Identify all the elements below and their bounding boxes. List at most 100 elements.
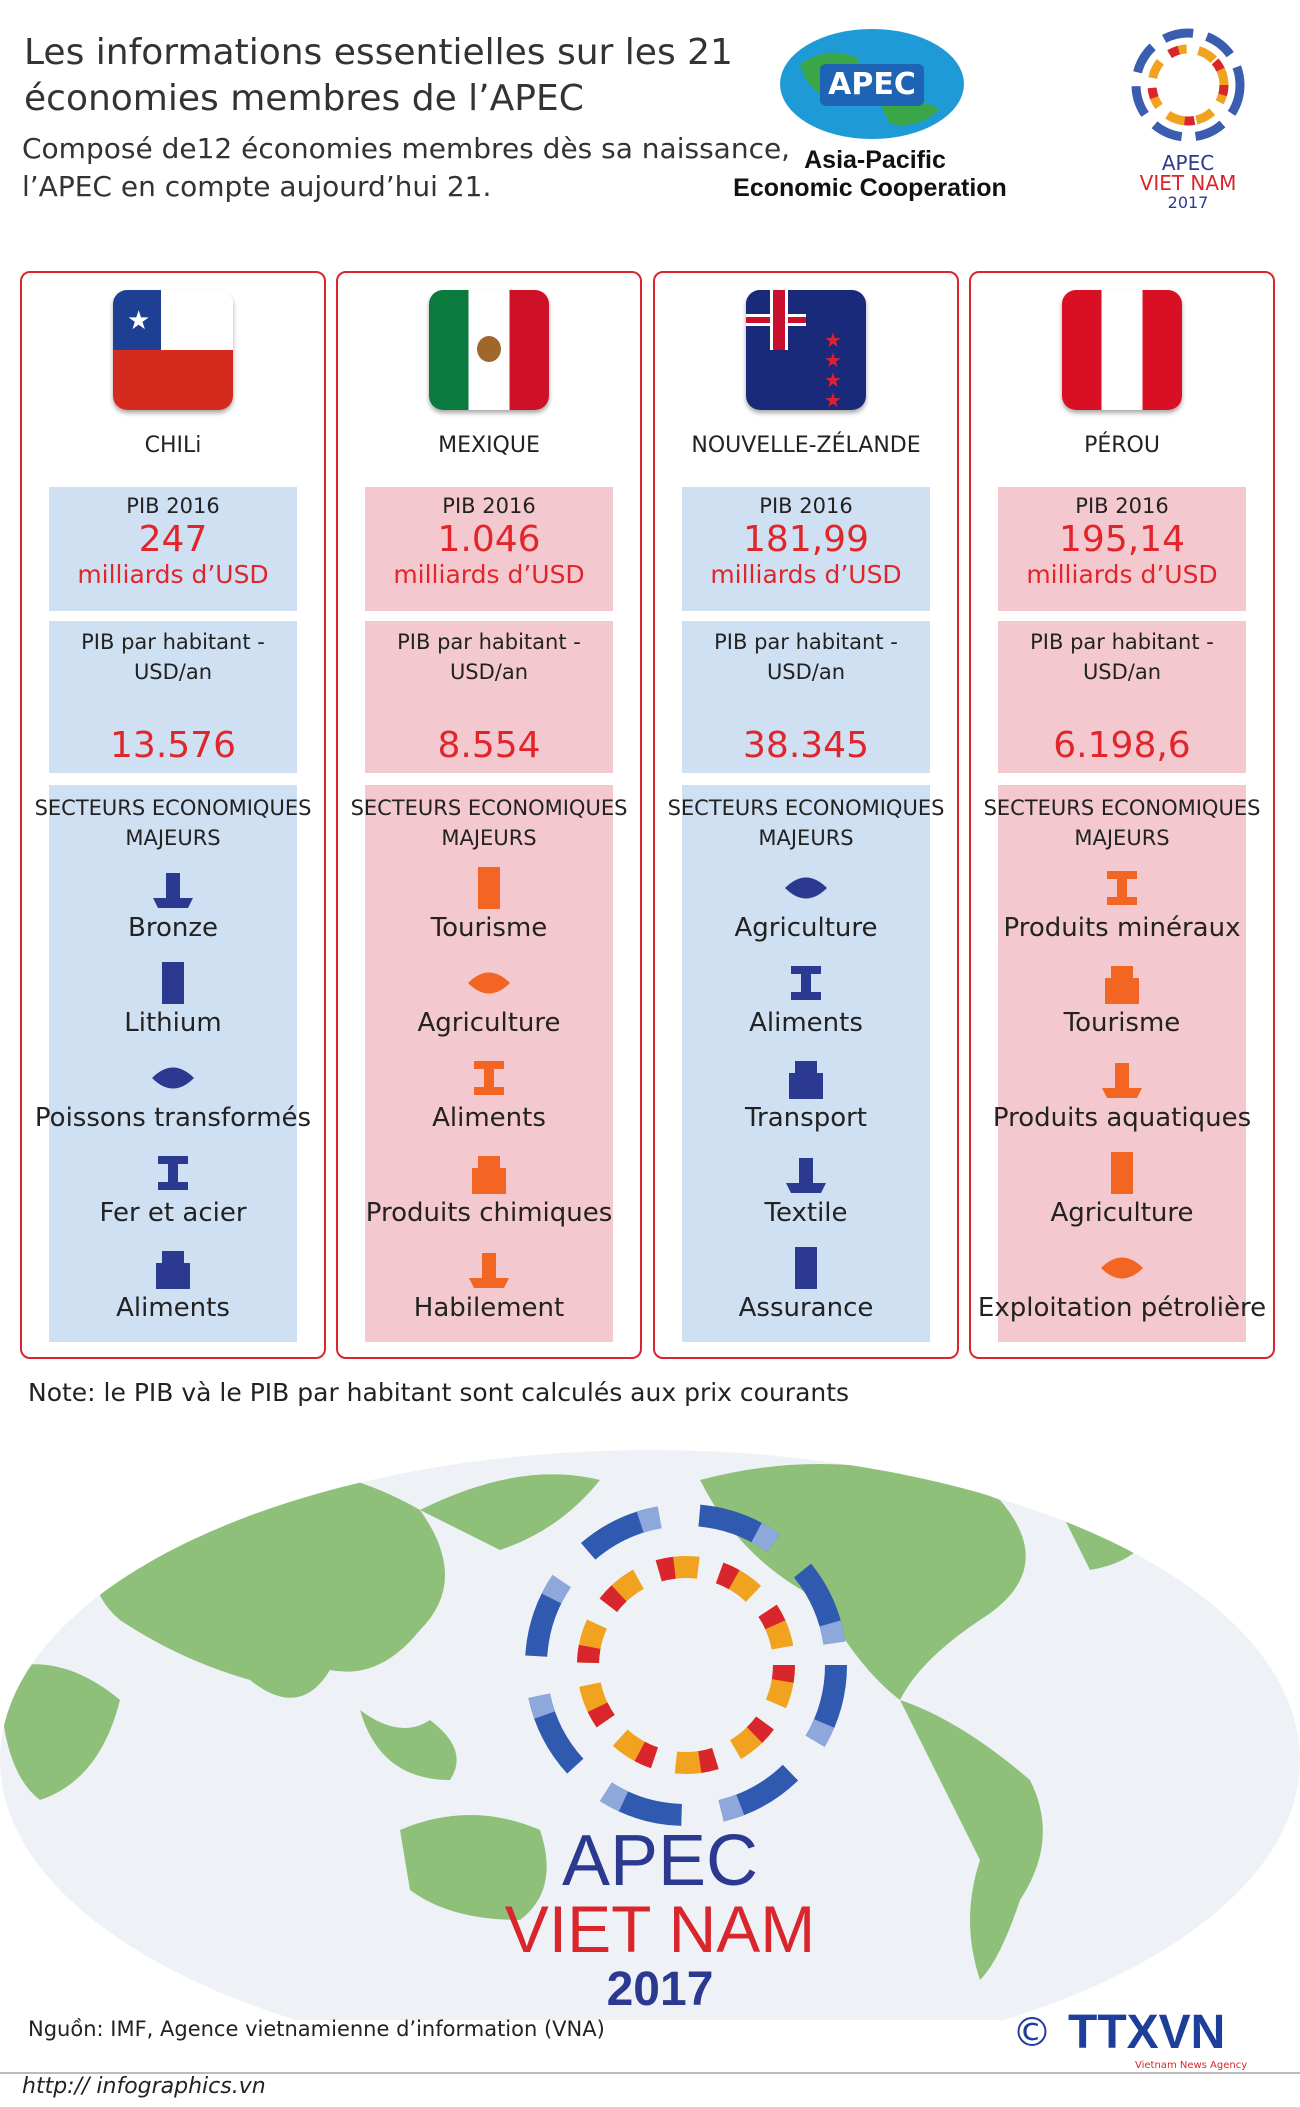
- gdp-value: 181,99: [743, 519, 869, 560]
- agency-sub: Vietnam News Agency: [1135, 2060, 1248, 2071]
- gdp-box: PIB 2016 1.046 milliards d’USD: [365, 487, 613, 611]
- apec-line: Asia-Pacific: [804, 146, 946, 174]
- sectors-heading-line: SECTEURS ECONOMIQUES: [983, 796, 1261, 820]
- icon-shape: [795, 1247, 817, 1289]
- sector-label: Aliments: [432, 1103, 546, 1133]
- sector-label: Bronze: [128, 913, 218, 943]
- logo-text: VIET NAM: [1140, 171, 1237, 195]
- sectors-box: SECTEURS ECONOMIQUES MAJEURS Produits miné…: [978, 785, 1266, 1342]
- sector-label: Aliments: [116, 1293, 230, 1323]
- world-map: APEC VIET NAM 2017: [0, 1450, 1300, 2020]
- apec-line: Economic Cooperation: [733, 174, 1007, 202]
- icon-shape: [156, 1251, 190, 1289]
- icon-shape: [786, 1158, 826, 1193]
- per-capita-label: USD/an: [766, 660, 846, 684]
- per-capita-value: 8.554: [437, 725, 541, 766]
- sector-icon: [472, 1156, 506, 1194]
- flag-part: ★ ★ ★ ★: [824, 328, 842, 410]
- sectors-heading: SECTEURS ECONOMIQUES MAJEURS: [655, 793, 957, 853]
- sector-label: Agriculture: [1050, 1198, 1194, 1228]
- sectors-heading-line: SECTEURS ECONOMIQUES: [34, 796, 312, 820]
- per-capita-label: PIB par habitant -: [81, 630, 265, 654]
- sector-label: Agriculture: [417, 1008, 561, 1038]
- per-capita-label: USD/an: [133, 660, 213, 684]
- flag: [1062, 290, 1182, 410]
- country-card: ★ CHILi PIB 2016 247 milliards d’USD PIB par …: [20, 271, 326, 1359]
- flag-part: [477, 336, 501, 362]
- per-capita-value: 13.576: [110, 725, 236, 766]
- gdp-value: 247: [138, 519, 208, 560]
- flag-part: ★: [127, 306, 151, 336]
- sectors-heading-line: MAJEURS: [125, 826, 221, 850]
- title-line: économies membres de l’APEC: [24, 78, 584, 119]
- icon-shape: [152, 1067, 194, 1089]
- per-capita-label: USD/an: [1082, 660, 1162, 684]
- gdp-unit: milliards d’USD: [77, 560, 269, 589]
- sectors-heading: SECTEURS ECONOMIQUES MAJEURS: [338, 793, 640, 853]
- country-name: MEXIQUE: [438, 433, 540, 458]
- flag: ★ ★ ★ ★: [746, 290, 866, 410]
- icon-shape: [474, 1061, 504, 1095]
- sector-label: Textile: [764, 1198, 848, 1228]
- sector-label: Produits minéraux: [1003, 913, 1241, 943]
- vietnam-logo: APEC VIET NAM 2017: [1131, 28, 1245, 210]
- sector-icon: [158, 1156, 188, 1190]
- subtitle-line: l’APEC en compte aujourd’hui 21.: [22, 170, 492, 203]
- flag-part: [1062, 290, 1182, 410]
- icon-shape: [469, 1253, 509, 1288]
- per-capita-label: USD/an: [449, 660, 529, 684]
- logo-text: 2017: [1168, 193, 1209, 210]
- per-capita-value: 6.198,6: [1053, 725, 1191, 766]
- map-logo-text: 2017: [607, 1963, 714, 2016]
- sectors-box: SECTEURS ECONOMIQUES MAJEURS Bronze Lithium…: [35, 785, 311, 1342]
- sector-icon: [1107, 871, 1137, 905]
- gdp-label: PIB 2016: [1075, 494, 1169, 518]
- per-capita-value: 38.345: [743, 725, 869, 766]
- title: Les informations essentielles sur les 21…: [24, 30, 733, 122]
- per-capita-box: PIB par habitant - USD/an 38.345: [682, 621, 930, 773]
- sector-icon: [1105, 966, 1139, 1004]
- footer-rule: [0, 2072, 1300, 2074]
- agency: TTXVN: [1068, 2006, 1226, 2059]
- sectors-heading-line: SECTEURS ECONOMIQUES: [350, 796, 628, 820]
- gdp-box: PIB 2016 181,99 milliards d’USD: [682, 487, 930, 611]
- icon-shape: [1111, 1152, 1133, 1194]
- sector-icon: [795, 1247, 817, 1289]
- sector-label: Lithium: [124, 1008, 222, 1038]
- gdp-label: PIB 2016: [126, 494, 220, 518]
- sector-label: Tourisme: [430, 913, 548, 943]
- ring: [1131, 28, 1245, 142]
- country-name: NOUVELLE-ZÉLANDE: [691, 433, 921, 458]
- gdp-unit: milliards d’USD: [1026, 560, 1218, 589]
- url: http:// infographics.vn: [22, 2074, 266, 2099]
- gdp-value: 1.046: [437, 519, 541, 560]
- per-capita-label: PIB par habitant -: [714, 630, 898, 654]
- gdp-label: PIB 2016: [442, 494, 536, 518]
- sector-label: Assurance: [738, 1293, 874, 1323]
- apec-name: APEC: [828, 67, 916, 102]
- sector-icon: [786, 1158, 826, 1193]
- sector-icon: [153, 873, 193, 908]
- icon-shape: [162, 962, 184, 1004]
- sector-icon: [468, 972, 510, 994]
- sector-icon: [474, 1061, 504, 1095]
- icon-shape: [472, 1156, 506, 1194]
- sectors-heading: SECTEURS ECONOMIQUES MAJEURS: [971, 793, 1273, 853]
- gdp-label: PIB 2016: [759, 494, 853, 518]
- sector-label: Transport: [744, 1103, 867, 1133]
- country-name: CHILi: [144, 433, 202, 458]
- icon-shape: [1101, 1257, 1143, 1279]
- sector-icon: [478, 867, 500, 909]
- map-logo-text: VIET NAM: [505, 1892, 816, 1966]
- sectors-heading-line: MAJEURS: [1074, 826, 1170, 850]
- country-card: PÉROU PIB 2016 195,14 milliards d’USD PIB pa…: [969, 271, 1275, 1359]
- icon-shape: [1102, 1063, 1142, 1098]
- sector-label: Produits chimiques: [365, 1198, 613, 1228]
- sectors-box: SECTEURS ECONOMIQUES MAJEURS Tourisme Agric…: [351, 785, 627, 1342]
- sector-icon: [789, 1061, 823, 1099]
- apec-logo: APEC Asia-Pacific Economic Cooperation: [733, 29, 1007, 202]
- country-card: ★ ★ ★ ★ NOUVELLE-ZÉLANDE PIB 2016 181,99 milli…: [653, 271, 959, 1359]
- sectors-heading-line: MAJEURS: [441, 826, 537, 850]
